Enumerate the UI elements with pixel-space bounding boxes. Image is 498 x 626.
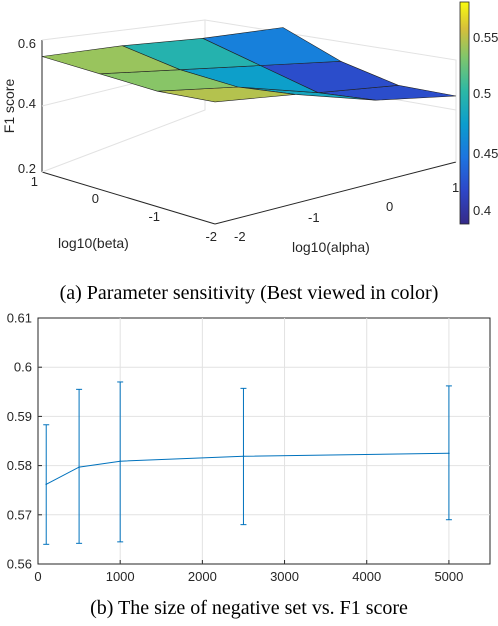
alpha-tick-label: -1 [308,210,320,225]
beta-tick-label: -1 [148,209,160,224]
surface-floor-edge-right [214,161,457,225]
plot-area [37,317,491,565]
z-axis-label: F1 score [1,79,17,134]
x-tick-label: 2000 [188,569,217,584]
colorbar-tick-label: 0.5 [473,86,491,101]
y-tick-label: 0.57 [7,507,32,522]
colorbar-tick-label: 0.4 [473,203,491,218]
z-tick-label: 0.4 [18,96,36,111]
plot-grid [37,317,490,565]
x-tick-label: 3000 [270,569,299,584]
surface-patch [41,45,181,75]
z-tick-label: 0.6 [18,36,36,51]
surface-floor-edge-left [41,171,216,225]
tick-labels: 0 1000 2000 3000 4000 5000 0.56 0.57 0.58 0.59 0.6… [7,311,464,585]
alpha-axis-label: log10(alpha) [292,239,370,255]
x-tick-label: 4000 [352,569,381,584]
x-tick-label: 5000 [434,569,463,584]
f1-line [45,452,449,485]
colorbar [459,1,470,225]
alpha-tick-label: 0 [386,199,393,214]
beta-axis-label: log10(beta) [58,235,129,251]
alpha-tick-label: 1 [452,180,459,195]
caption-b: (b) The size of negative set vs. F1 scor… [90,597,408,619]
x-tick-label: 1000 [106,569,135,584]
surface-patches [41,27,457,103]
caption-a: (a) Parameter sensitivity (Best viewed i… [60,282,439,304]
y-tick-label: 0.6 [14,360,32,375]
beta-tick-label: -2 [205,229,217,244]
alpha-tick-label: -2 [234,229,246,244]
y-tick-label: 0.58 [7,458,32,473]
z-tick-label: 0.2 [18,161,36,176]
beta-tick-label: 1 [31,174,38,189]
y-tick-label: 0.56 [7,557,32,572]
x-tick-label: 0 [34,569,41,584]
surface-plot-panel: 0.2 0.4 0.6 F1 score 1 0 -1 -2 log10(bet… [1,1,498,304]
beta-tick-label: 0 [92,191,99,206]
y-tick-label: 0.61 [7,311,32,326]
y-tick-label: 0.59 [7,409,32,424]
colorbar-tick-label: 0.45 [473,146,498,161]
colorbar-tick-label: 0.55 [473,30,498,45]
error-bars [43,381,452,545]
line-plot-panel: 0 1000 2000 3000 4000 5000 0.56 0.57 0.58 0.59 0.6… [7,311,491,619]
